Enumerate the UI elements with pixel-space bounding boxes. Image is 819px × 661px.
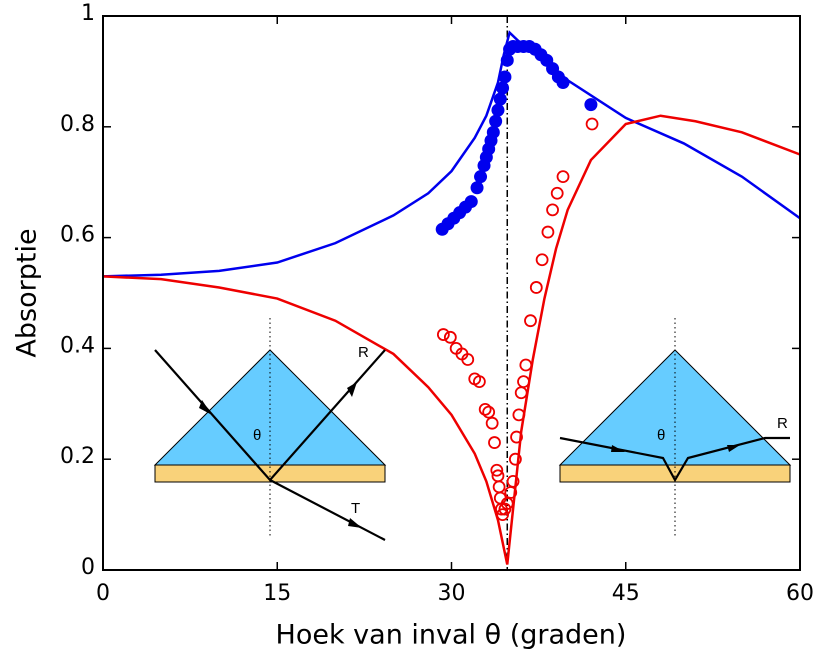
data-point — [461, 353, 475, 366]
data-point — [524, 314, 537, 328]
x-tick-label: 15 — [263, 581, 291, 606]
data-point — [436, 328, 450, 341]
x-axis-label: Hoek van inval θ (graden) — [276, 620, 627, 651]
data-point — [486, 125, 500, 139]
y-tick-label: 0 — [81, 555, 95, 580]
y-axis-label: Absorptie — [12, 228, 43, 357]
data-point — [546, 203, 559, 217]
plot-marks — [102, 15, 801, 571]
data-point — [472, 375, 486, 389]
x-tick-label: 30 — [438, 581, 466, 606]
y-tick-label: 0.4 — [60, 333, 95, 358]
annotation: R — [358, 344, 369, 361]
inset-reflection — [558, 318, 792, 538]
y-tick-label: 1 — [81, 1, 95, 26]
data-point — [474, 170, 488, 184]
data-point — [496, 81, 510, 95]
inset-transmission — [153, 318, 387, 541]
data-point — [541, 225, 555, 239]
x-tick-label: 45 — [612, 581, 640, 606]
data-point — [443, 330, 457, 344]
data-point — [500, 497, 514, 510]
theory-line — [102, 30, 801, 278]
data-point — [510, 430, 523, 444]
data-point — [556, 75, 570, 89]
data-point — [489, 114, 503, 128]
data-point — [488, 436, 501, 449]
x-tick-label: 60 — [786, 581, 814, 606]
data-point — [485, 416, 499, 430]
data-point — [585, 117, 599, 131]
data-point — [550, 186, 564, 200]
y-tick-label: 0.6 — [60, 223, 95, 248]
data-point — [506, 474, 520, 488]
data-point — [556, 170, 570, 184]
plot-frame — [102, 15, 801, 571]
x-tick-label: 0 — [96, 581, 110, 606]
data-point — [529, 281, 543, 294]
data-point — [492, 480, 506, 494]
data-point — [491, 103, 505, 117]
data-point — [512, 408, 526, 422]
data-point — [517, 375, 530, 389]
data-point — [470, 181, 484, 195]
data-point — [493, 92, 507, 106]
data-point — [498, 70, 512, 84]
annotation: θ — [657, 427, 665, 444]
data-point — [584, 98, 598, 112]
annotation: R — [777, 415, 788, 432]
data-point — [508, 452, 522, 466]
data-point — [500, 53, 514, 67]
data-point — [478, 402, 492, 416]
annotation: θ — [253, 427, 261, 444]
y-tick-label: 0.2 — [60, 444, 95, 469]
data-point — [535, 253, 549, 267]
data-point — [519, 358, 533, 372]
data-point — [490, 463, 504, 477]
data-point — [482, 405, 496, 419]
y-tick-label: 0.8 — [60, 112, 95, 137]
theory-line — [102, 114, 801, 565]
annotation: T — [351, 500, 360, 517]
data-point — [514, 386, 528, 400]
data-point — [464, 195, 478, 209]
